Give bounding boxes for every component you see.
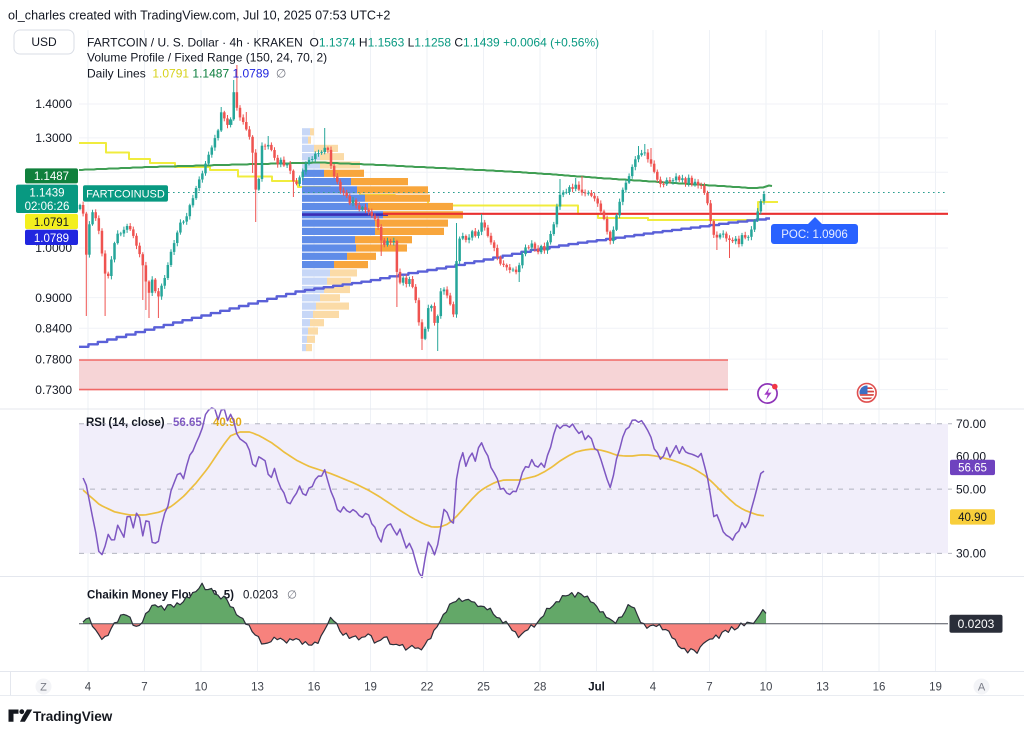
- svg-text:USD: USD: [31, 35, 57, 49]
- svg-text:16: 16: [308, 682, 321, 694]
- svg-text:56.65: 56.65: [958, 463, 987, 475]
- svg-text:10: 10: [195, 682, 208, 694]
- svg-text:4: 4: [85, 682, 92, 694]
- svg-text:∅: ∅: [287, 590, 297, 602]
- svg-text:13: 13: [251, 682, 264, 694]
- svg-text:0.8400: 0.8400: [35, 322, 72, 336]
- svg-text:19: 19: [364, 682, 377, 694]
- svg-text:7: 7: [141, 682, 147, 694]
- svg-text:Jul: Jul: [588, 682, 605, 694]
- svg-text:02:06:26: 02:06:26: [25, 201, 70, 213]
- svg-text:50.00: 50.00: [956, 482, 986, 496]
- svg-text:56.65: 56.65: [173, 417, 202, 429]
- svg-text:Daily Lines 1.0791 1.1487 1.0: Daily Lines 1.0791 1.1487 1.0789 ∅: [87, 67, 286, 81]
- svg-text:FARTCOIN / U. S. Dollar · 4h ·: FARTCOIN / U. S. Dollar · 4h · KRAKEN O1…: [87, 35, 599, 49]
- svg-text:0.7300: 0.7300: [35, 383, 72, 397]
- svg-text:0.0203: 0.0203: [958, 617, 995, 631]
- svg-text:Volume Profile / Fixed Range (: Volume Profile / Fixed Range (150, 24, 7…: [87, 51, 327, 65]
- svg-text:40.90: 40.90: [958, 512, 987, 524]
- svg-text:10: 10: [760, 682, 773, 694]
- svg-text:22: 22: [421, 682, 434, 694]
- svg-text:ol_charles created with Tradin: ol_charles created with TradingView.com,…: [8, 9, 390, 23]
- svg-text:1.1439: 1.1439: [29, 187, 64, 199]
- svg-text:1.0789: 1.0789: [34, 233, 69, 245]
- svg-text:0.7800: 0.7800: [35, 352, 72, 366]
- svg-text:70.00: 70.00: [956, 417, 986, 431]
- svg-text:4: 4: [650, 682, 657, 694]
- svg-text:30.00: 30.00: [956, 547, 986, 561]
- svg-text:0.0203: 0.0203: [243, 590, 278, 602]
- svg-text:1.0791: 1.0791: [34, 217, 69, 229]
- svg-text:1.3000: 1.3000: [35, 131, 72, 145]
- svg-text:0.9000: 0.9000: [35, 291, 72, 305]
- svg-text:1.1487: 1.1487: [34, 171, 69, 183]
- svg-text:19: 19: [929, 682, 942, 694]
- svg-text:RSI (14, close): RSI (14, close): [86, 417, 165, 429]
- svg-text:16: 16: [873, 682, 886, 694]
- svg-text:TradingView: TradingView: [33, 709, 113, 724]
- svg-text:7: 7: [706, 682, 712, 694]
- svg-text:25: 25: [477, 682, 490, 694]
- svg-text:Z: Z: [40, 682, 47, 694]
- svg-text:1.4000: 1.4000: [35, 97, 72, 111]
- svg-text:28: 28: [534, 682, 547, 694]
- svg-text:FARTCOINUSD: FARTCOINUSD: [86, 189, 165, 201]
- svg-text:A: A: [978, 682, 986, 694]
- svg-text:13: 13: [816, 682, 829, 694]
- svg-text:POC: 1.0906: POC: 1.0906: [781, 229, 847, 241]
